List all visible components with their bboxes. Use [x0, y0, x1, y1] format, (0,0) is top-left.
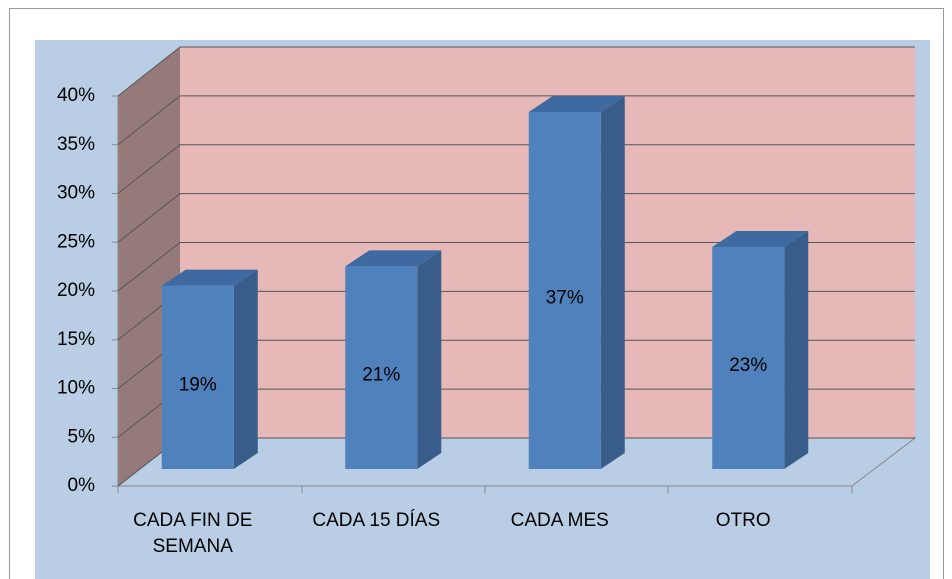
x-ticks [117, 486, 853, 493]
data-label: 21% [362, 365, 400, 386]
grid-line [117, 144, 915, 194]
bar-top [528, 95, 625, 112]
bar-top [345, 250, 442, 267]
data-label: 19% [179, 374, 217, 395]
grid-line [117, 193, 915, 243]
y-tick-label: 5% [68, 426, 96, 447]
y-tick-label: 20% [57, 280, 95, 301]
bar [161, 285, 234, 469]
grid-line [117, 242, 915, 292]
bar-side [233, 269, 258, 469]
y-tick-label: 35% [57, 134, 95, 155]
x-tick-label: OTRO [715, 510, 771, 531]
y-tick-label: 0% [68, 475, 96, 496]
y-tick-label: 30% [57, 183, 95, 204]
data-label: 23% [729, 355, 767, 376]
y-tick-label: 10% [57, 378, 95, 399]
bar [528, 111, 601, 469]
y-tick-label: 40% [57, 85, 95, 106]
bar [712, 247, 785, 469]
grid-line [117, 46, 915, 97]
bar-side [784, 231, 809, 469]
y-tick-label: 15% [57, 329, 95, 350]
x-tick-label: CADA 15 DÍAS [312, 510, 441, 531]
data-label: 37% [546, 287, 584, 308]
x-tick-label: CADA FIN DE SEMANA [133, 510, 253, 557]
bar-top [712, 231, 809, 248]
grid-line [117, 95, 915, 146]
bar-side [600, 95, 625, 469]
bar-side [417, 250, 442, 469]
y-tick-label: 25% [57, 231, 95, 252]
bar [345, 266, 418, 469]
bar-top [161, 269, 258, 286]
x-tick-label: CADA MES [510, 510, 609, 531]
